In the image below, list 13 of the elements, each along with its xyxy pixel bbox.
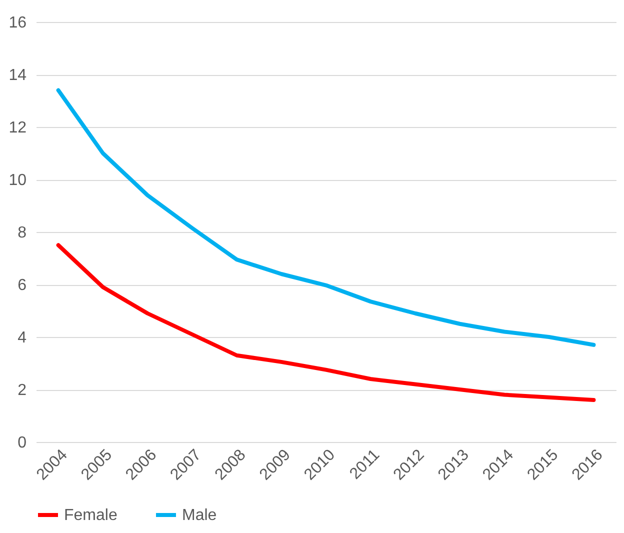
y-tick-label: 12 (8, 120, 27, 136)
y-tick-label: 0 (18, 434, 27, 452)
y-tick-label: 16 (8, 14, 27, 32)
legend-label: Male (182, 507, 217, 524)
y-tick-label: 2 (18, 382, 27, 399)
y-tick-label: 8 (18, 224, 27, 242)
line-series (56, 88, 596, 347)
y-tick-label: 14 (8, 67, 27, 84)
line-series (56, 243, 596, 402)
y-tick-label: 10 (8, 172, 27, 189)
legend-label: Female (64, 507, 118, 524)
y-tick-label: 6 (18, 277, 27, 294)
y-tick-label: 4 (18, 330, 27, 346)
